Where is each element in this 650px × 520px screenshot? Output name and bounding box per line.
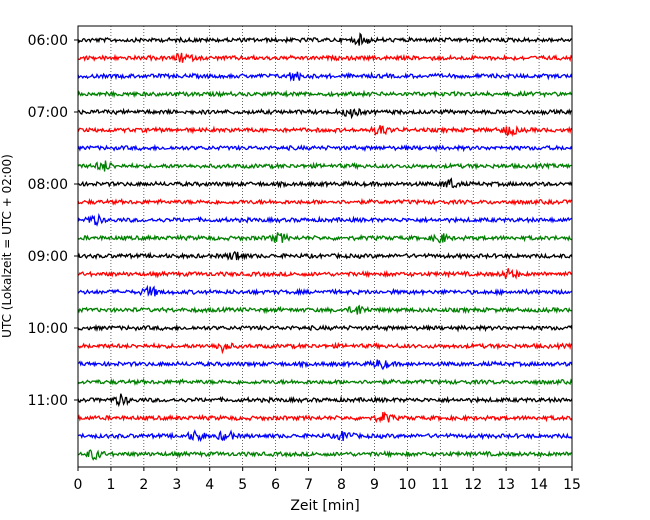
trace-line xyxy=(77,304,573,315)
x-tick-label: 4 xyxy=(205,477,214,493)
trace-line xyxy=(77,411,573,424)
trace-line xyxy=(77,197,573,206)
trace-line xyxy=(77,359,573,371)
x-tick-label: 11 xyxy=(431,477,449,493)
x-axis: 0 1 2 3 4 5 6 7 8 9 10 11 12 13 14 15 xyxy=(74,467,581,493)
trace-line xyxy=(77,232,573,244)
x-tick-label: 15 xyxy=(563,477,581,493)
x-tick-label: 1 xyxy=(106,477,115,493)
trace-line xyxy=(77,160,573,172)
y-tick-label: 11:00 xyxy=(28,393,68,409)
x-tick-label: 8 xyxy=(337,477,346,493)
plot-frame xyxy=(77,25,573,468)
y-tick-label: 06:00 xyxy=(28,33,68,49)
x-tick-label: 2 xyxy=(139,477,148,493)
y-axis-label: UTC (Lokalzeit = UTC + 02:00) xyxy=(0,154,14,338)
trace-line xyxy=(77,143,573,153)
y-tick-label: 07:00 xyxy=(28,105,68,121)
trace-line xyxy=(77,212,573,227)
trace-line xyxy=(77,32,573,46)
trace-line xyxy=(77,429,573,443)
trace-line xyxy=(77,268,573,280)
y-tick-label: 10:00 xyxy=(28,321,68,337)
x-axis-label: Zeit [min] xyxy=(290,498,359,514)
trace-line xyxy=(77,377,573,386)
x-tick-label: 13 xyxy=(497,477,515,493)
trace-line xyxy=(77,89,573,99)
trace-line xyxy=(77,284,573,297)
trace-line xyxy=(77,323,573,333)
x-tick-label: 0 xyxy=(74,477,83,493)
x-tick-label: 5 xyxy=(238,477,247,493)
trace-line xyxy=(77,125,573,137)
x-tick-label: 3 xyxy=(172,477,181,493)
trace-group xyxy=(77,32,573,461)
trace-line xyxy=(77,107,572,120)
x-tick-label: 6 xyxy=(271,477,280,493)
y-axis: 06:00 07:00 08:00 09:00 10:00 11:00 xyxy=(28,33,78,409)
y-tick-label: 09:00 xyxy=(28,249,68,265)
x-tick-label: 9 xyxy=(370,477,379,493)
trace-line xyxy=(77,177,573,189)
x-tick-label: 14 xyxy=(530,477,548,493)
trace-line xyxy=(77,250,573,261)
x-tick-label: 10 xyxy=(398,477,416,493)
trace-line xyxy=(77,393,573,408)
trace-line xyxy=(77,71,573,82)
trace-line xyxy=(77,52,573,63)
x-tick-label: 7 xyxy=(304,477,313,493)
trace-line xyxy=(77,341,573,355)
trace-line xyxy=(77,449,573,461)
y-tick-label: 08:00 xyxy=(28,177,68,193)
x-tick-label: 12 xyxy=(464,477,482,493)
